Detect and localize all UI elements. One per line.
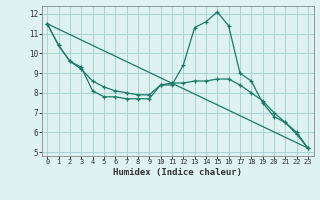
X-axis label: Humidex (Indice chaleur): Humidex (Indice chaleur): [113, 168, 242, 177]
